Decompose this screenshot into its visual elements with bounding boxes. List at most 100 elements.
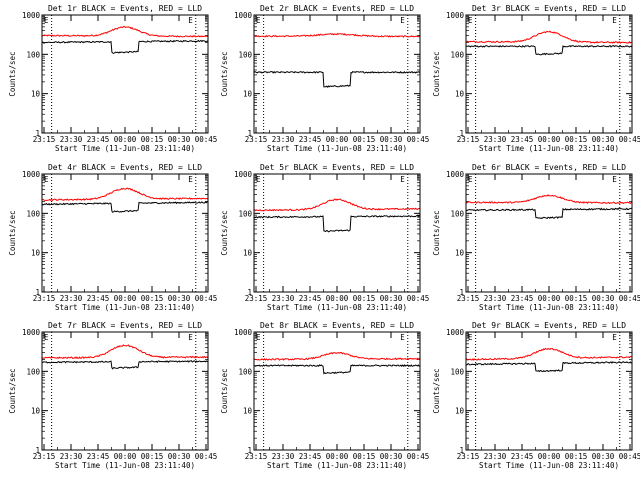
- x-tick-label: 00:30: [592, 135, 615, 144]
- y-tick-label: 1: [247, 446, 252, 455]
- y-tick-label: 10: [455, 407, 465, 416]
- corner-label-right: E: [612, 175, 617, 184]
- x-tick-label: 00:30: [380, 294, 403, 303]
- corner-label-right: E: [400, 16, 405, 25]
- panel-title: Det 5r BLACK = Events, RED = LLD: [260, 163, 414, 172]
- x-tick-label: 23:30: [272, 294, 295, 303]
- x-tick-label: 00:45: [195, 452, 218, 461]
- x-tick-label: 00:30: [380, 452, 403, 461]
- detector-panel-2: Det 2r BLACK = Events, RED = LLD 1 10 100 10…: [220, 4, 429, 153]
- y-axis-label: Counts/sec: [432, 368, 441, 413]
- plot-frame: [465, 331, 633, 451]
- y-tick-label: 100: [238, 209, 252, 218]
- y-tick-label: 10: [243, 407, 253, 416]
- corner-label-left: E: [468, 16, 473, 25]
- series-lld-line: [465, 30, 633, 44]
- x-tick-label: 00:45: [407, 135, 430, 144]
- x-axis-label: Start Time (11-Jun-08 23:11:40): [55, 303, 195, 312]
- x-tick-label: 23:45: [87, 452, 110, 461]
- series-events-line: [465, 361, 633, 373]
- detector-panel-4: Det 4r BLACK = Events, RED = LLD 1 10 100 10…: [8, 163, 217, 312]
- y-tick-label: 100: [238, 50, 252, 59]
- y-tick-label: 1000: [234, 170, 253, 179]
- x-tick-label: 00:15: [141, 135, 164, 144]
- x-tick-label: 23:45: [511, 135, 534, 144]
- y-axis-label: Counts/sec: [8, 210, 17, 255]
- y-tick-label: 1000: [234, 328, 253, 337]
- x-tick-label: 23:15: [245, 452, 268, 461]
- series-events-line: [253, 364, 421, 375]
- y-tick-label: 10: [31, 407, 41, 416]
- x-tick-label: 00:30: [168, 294, 191, 303]
- y-axis-label: Counts/sec: [220, 210, 229, 255]
- y-tick-label: 10: [243, 90, 253, 99]
- x-tick-label: 00:15: [141, 452, 164, 461]
- corner-label-left: E: [468, 333, 473, 342]
- panel-title: Det 2r BLACK = Events, RED = LLD: [260, 4, 414, 13]
- corner-label-right: E: [400, 333, 405, 342]
- x-tick-label: 00:00: [114, 452, 137, 461]
- series-lld-line: [41, 187, 209, 202]
- x-tick-label: 00:45: [619, 294, 640, 303]
- y-tick-label: 1: [459, 129, 464, 138]
- corner-label-right: E: [188, 333, 193, 342]
- panel-title: Det 1r BLACK = Events, RED = LLD: [48, 4, 202, 13]
- series-events-line: [41, 39, 209, 54]
- series-events-line: [41, 201, 209, 213]
- x-tick-label: 23:30: [484, 452, 507, 461]
- x-tick-label: 23:45: [299, 294, 322, 303]
- plot-frame: [465, 14, 633, 134]
- x-tick-label: 00:00: [538, 135, 561, 144]
- x-tick-label: 00:15: [353, 135, 376, 144]
- x-tick-label: 00:45: [195, 135, 218, 144]
- y-tick-label: 10: [31, 90, 41, 99]
- x-tick-label: 23:15: [245, 294, 268, 303]
- series-lld-line: [253, 198, 421, 212]
- x-axis-label: Start Time (11-Jun-08 23:11:40): [55, 144, 195, 153]
- panel-title: Det 6r BLACK = Events, RED = LLD: [472, 163, 626, 172]
- x-tick-label: 23:15: [33, 294, 56, 303]
- corner-label-left: E: [256, 175, 261, 184]
- y-axis-label: Counts/sec: [220, 368, 229, 413]
- x-tick-label: 23:15: [33, 452, 56, 461]
- y-tick-label: 1000: [234, 11, 253, 20]
- plot-frame: [253, 331, 421, 451]
- x-tick-label: 00:45: [619, 452, 640, 461]
- x-tick-label: 23:15: [457, 294, 480, 303]
- x-tick-label: 00:15: [353, 294, 376, 303]
- corner-label-right: E: [612, 333, 617, 342]
- y-tick-label: 1: [459, 288, 464, 297]
- x-tick-label: 23:30: [484, 135, 507, 144]
- corner-label-right: E: [188, 175, 193, 184]
- x-tick-label: 00:15: [353, 452, 376, 461]
- x-axis-label: Start Time (11-Jun-08 23:11:40): [55, 461, 195, 470]
- corner-label-right: E: [188, 16, 193, 25]
- series-lld-line: [253, 32, 421, 38]
- series-events-line: [41, 360, 208, 370]
- x-axis-label: Start Time (11-Jun-08 23:11:40): [479, 144, 619, 153]
- y-tick-label: 100: [450, 209, 464, 218]
- x-tick-label: 00:15: [565, 135, 588, 144]
- plot-frame: [41, 14, 209, 134]
- x-tick-label: 00:30: [380, 135, 403, 144]
- x-tick-label: 23:45: [87, 135, 110, 144]
- x-tick-label: 00:30: [592, 294, 615, 303]
- plot-frame: [465, 173, 633, 293]
- series-events-line: [466, 44, 633, 56]
- y-tick-label: 1000: [446, 328, 465, 337]
- x-tick-label: 23:30: [272, 135, 295, 144]
- series-lld-line: [41, 25, 209, 38]
- y-tick-label: 1: [459, 446, 464, 455]
- series-lld-line: [41, 344, 209, 360]
- x-tick-label: 00:45: [407, 294, 430, 303]
- panel-title: Det 7r BLACK = Events, RED = LLD: [48, 321, 202, 330]
- corner-label-left: E: [44, 16, 49, 25]
- corner-label-left: E: [44, 333, 49, 342]
- y-tick-label: 100: [238, 367, 252, 376]
- plot-frame: [41, 331, 209, 451]
- corner-label-left: E: [468, 175, 473, 184]
- y-axis-label: Counts/sec: [432, 210, 441, 255]
- x-tick-label: 00:45: [407, 452, 430, 461]
- y-tick-label: 1000: [22, 170, 41, 179]
